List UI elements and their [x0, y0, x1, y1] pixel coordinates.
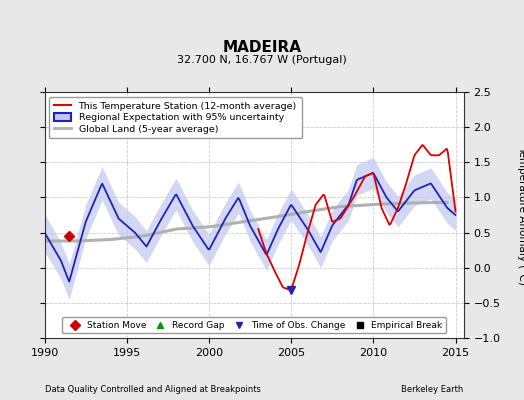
Text: Berkeley Earth: Berkeley Earth — [401, 385, 464, 394]
Y-axis label: Temperature Anomaly (°C): Temperature Anomaly (°C) — [517, 146, 524, 284]
Text: 32.700 N, 16.767 W (Portugal): 32.700 N, 16.767 W (Portugal) — [177, 55, 347, 65]
Text: MADEIRA: MADEIRA — [223, 40, 301, 55]
Legend: Station Move, Record Gap, Time of Obs. Change, Empirical Break: Station Move, Record Gap, Time of Obs. C… — [62, 317, 446, 334]
Text: Data Quality Controlled and Aligned at Breakpoints: Data Quality Controlled and Aligned at B… — [45, 385, 260, 394]
